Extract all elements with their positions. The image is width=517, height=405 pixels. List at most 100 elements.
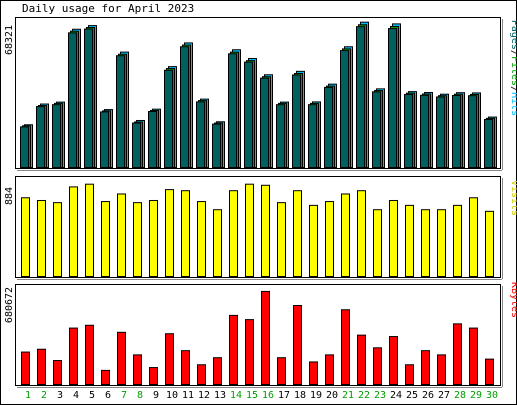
- pages-bar-day-6: [100, 111, 109, 168]
- kbytes-bar-day-23: [373, 347, 382, 385]
- pages-bar-day-10: [164, 69, 173, 168]
- pages-bar-day-15: [244, 61, 253, 169]
- day-label-8: 8: [137, 390, 143, 401]
- visits-bar-day-19: [309, 204, 318, 277]
- day-label-14: 14: [230, 390, 242, 401]
- pages-bar-day-26: [420, 94, 429, 168]
- day-label-30: 30: [486, 390, 498, 401]
- kbytes-bar-day-9: [149, 367, 158, 386]
- pages-bar-day-19: [308, 104, 317, 168]
- visits-bar-day-9: [149, 199, 158, 277]
- pages-bar-day-1: [20, 126, 29, 169]
- kbytes-bar-day-24: [389, 336, 398, 386]
- pages-bar-day-12: [196, 101, 205, 168]
- pages-bar-day-28: [452, 94, 461, 168]
- day-label-11: 11: [182, 390, 194, 401]
- kbytes-bar-day-25: [405, 364, 414, 386]
- pages-bar-day-3: [52, 104, 61, 168]
- day-label-27: 27: [438, 390, 450, 401]
- day-label-3: 3: [57, 390, 63, 401]
- pages-bar-day-25: [404, 93, 413, 168]
- pages-bar-day-4: [68, 32, 77, 169]
- kbytes-bar-day-12: [197, 364, 206, 386]
- hits-files-pages-legend: Pages/Files/Hits: [509, 20, 517, 116]
- kbytes-bar-day-6: [101, 369, 110, 386]
- visits-bar-day-2: [37, 199, 46, 277]
- day-label-17: 17: [278, 390, 290, 401]
- pages-bar-day-13: [212, 123, 221, 168]
- visits-bar-day-10: [165, 189, 174, 278]
- kbytes-bar-day-18: [293, 305, 302, 385]
- visits-bar-day-7: [117, 193, 126, 277]
- legend-part-3: /: [509, 86, 517, 92]
- visits-bar-day-23: [373, 209, 382, 278]
- kbytes-bar-day-4: [69, 327, 78, 386]
- day-label-15: 15: [246, 390, 258, 401]
- visits-bar-day-20: [325, 201, 334, 277]
- day-label-28: 28: [454, 390, 466, 401]
- kbytes-legend: KBytes: [509, 282, 517, 318]
- visits-bar-day-4: [69, 186, 78, 277]
- day-label-20: 20: [326, 390, 338, 401]
- day-label-16: 16: [262, 390, 274, 401]
- kbytes-bar-day-13: [213, 357, 222, 385]
- visits-bar-day-13: [213, 209, 222, 278]
- visits-bar-day-26: [421, 209, 430, 278]
- day-label-6: 6: [105, 390, 111, 401]
- day-label-13: 13: [214, 390, 226, 401]
- pages-bar-day-8: [132, 122, 141, 168]
- pages-bar-day-18: [292, 74, 301, 168]
- pages-bar-day-30: [484, 118, 493, 168]
- pages-bar-day-20: [324, 86, 333, 168]
- pages-bar-day-17: [276, 104, 285, 168]
- pages-bar-day-7: [116, 55, 125, 168]
- kbytes-bar-day-14: [229, 314, 238, 385]
- day-label-7: 7: [121, 390, 127, 401]
- day-label-29: 29: [470, 390, 482, 401]
- kbytes-bar-day-29: [469, 327, 478, 386]
- legend-part-2: Files: [509, 56, 517, 86]
- visits-bar-day-14: [229, 190, 238, 277]
- visits-bar-day-21: [341, 193, 350, 277]
- visits-bar-day-6: [101, 201, 110, 277]
- visits-bar-day-16: [261, 184, 270, 277]
- day-label-9: 9: [153, 390, 159, 401]
- kbytes-bar-day-21: [341, 309, 350, 385]
- day-label-25: 25: [406, 390, 418, 401]
- pages-bar-day-11: [180, 46, 189, 169]
- day-label-24: 24: [390, 390, 402, 401]
- day-label-21: 21: [342, 390, 354, 401]
- pages-bar-day-5: [84, 28, 93, 168]
- kbytes-bar-day-30: [485, 358, 494, 385]
- day-label-18: 18: [294, 390, 306, 401]
- visits-y-max-label: 884: [4, 187, 15, 205]
- panel-frame-2: [15, 176, 501, 278]
- visits-bar-day-11: [181, 190, 190, 277]
- visits-bar-day-27: [437, 209, 446, 278]
- kbytes-bar-day-5: [85, 324, 94, 386]
- day-label-22: 22: [358, 390, 370, 401]
- day-label-19: 19: [310, 390, 322, 401]
- kbytes-bar-day-11: [181, 350, 190, 385]
- kbytes-bar-day-3: [53, 360, 62, 385]
- visits-bar-day-22: [357, 190, 366, 277]
- kbytes-bar-day-27: [437, 354, 446, 385]
- pages-bar-day-21: [340, 50, 349, 168]
- visits-bar-day-29: [469, 197, 478, 277]
- kbytes-bar-day-7: [117, 331, 126, 386]
- kbytes-bar-day-28: [453, 323, 462, 386]
- visits-bar-day-15: [245, 183, 254, 277]
- kbytes-bar-day-15: [245, 319, 254, 385]
- kbytes-bar-day-16: [261, 290, 270, 386]
- kbytes-bar-day-2: [37, 348, 46, 385]
- legend-part-1: /: [509, 50, 517, 56]
- kbytes-bar-day-17: [277, 357, 286, 385]
- day-label-5: 5: [89, 390, 95, 401]
- day-label-10: 10: [166, 390, 178, 401]
- visits-bar-day-5: [85, 183, 94, 277]
- pages-bar-day-14: [228, 53, 237, 168]
- visits-legend: Visits: [509, 180, 517, 216]
- kbytes-bar-day-20: [325, 354, 334, 385]
